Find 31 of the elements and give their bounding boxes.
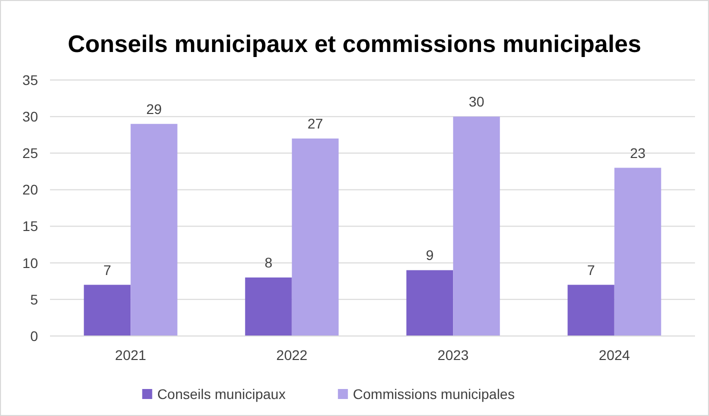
y-tick-label: 0 [30, 328, 38, 344]
legend-label: Commissions municipales [352, 386, 515, 402]
data-label: 30 [468, 94, 485, 110]
y-tick-label: 15 [22, 218, 38, 234]
data-label: 9 [426, 247, 434, 264]
bar [614, 168, 662, 336]
y-tick-label: 35 [22, 72, 38, 88]
data-label: 7 [103, 262, 112, 278]
x-tick-label: 2021 [115, 347, 146, 363]
data-label: 8 [264, 254, 273, 270]
bar [568, 284, 614, 336]
bar [292, 138, 339, 336]
y-tick-label: 20 [22, 182, 38, 198]
bar [453, 116, 500, 336]
legend-label: Conseils municipaux [157, 386, 286, 402]
data-label: 27 [307, 116, 324, 132]
bar [130, 124, 178, 336]
x-tick-label: 2023 [438, 347, 469, 363]
y-tick-label: 30 [22, 108, 38, 124]
bar [406, 270, 454, 336]
x-tick-label: 2022 [276, 347, 308, 363]
y-tick-label: 5 [30, 291, 38, 308]
data-label: 7 [587, 262, 596, 278]
x-tick-label: 2024 [598, 347, 630, 363]
bar [245, 277, 292, 336]
y-tick-label: 10 [22, 254, 38, 271]
y-tick-label: 25 [22, 145, 38, 162]
chart-title: Conseils municipaux et commissions municipales [68, 31, 642, 58]
bar [84, 284, 131, 336]
data-label: 29 [146, 100, 162, 117]
data-label: 23 [630, 144, 646, 161]
